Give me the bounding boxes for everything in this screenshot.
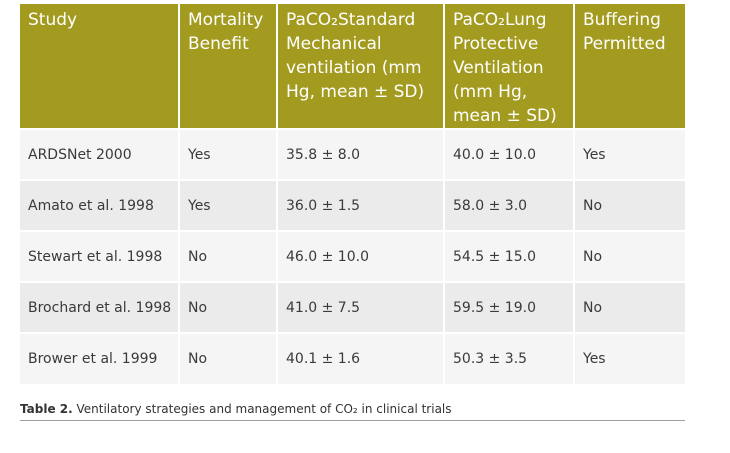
cell-paco2-lung-protective: 58.0 ± 3.0 <box>443 179 574 231</box>
cell-paco2-lung-protective: 59.5 ± 19.0 <box>443 281 574 333</box>
cell-paco2-standard: 40.1 ± 1.6 <box>276 332 444 384</box>
header-mortality-benefit: Mortality Benefit <box>178 4 277 129</box>
cell-buffering-permitted: No <box>573 179 685 231</box>
header-line: Permitted <box>583 34 666 54</box>
header-line: Study <box>28 10 78 30</box>
header-line: ventilation (mm <box>286 58 422 78</box>
header-line: Hg, mean ± SD) <box>286 82 425 102</box>
cell-paco2-lung-protective: 50.3 ± 3.5 <box>443 332 574 384</box>
header-line: (mm Hg, <box>453 82 528 102</box>
table-row: Brochard et al. 1998 No 41.0 ± 7.5 59.5 … <box>20 281 685 333</box>
cell-paco2-standard: 35.8 ± 8.0 <box>276 128 444 180</box>
cell-study: Stewart et al. 1998 <box>20 230 179 282</box>
cell-mortality-benefit: No <box>178 281 277 333</box>
header-line: Buffering <box>583 10 661 30</box>
header-study: Study <box>20 4 179 129</box>
cell-buffering-permitted: Yes <box>573 332 685 384</box>
header-line: PaCO₂Standard <box>286 10 416 30</box>
header-line: Benefit <box>188 34 249 54</box>
table-row: Brower et al. 1999 No 40.1 ± 1.6 50.3 ± … <box>20 332 685 384</box>
cell-study: ARDSNet 2000 <box>20 128 179 180</box>
header-line: mean ± SD) <box>453 106 557 126</box>
table-row: Amato et al. 1998 Yes 36.0 ± 1.5 58.0 ± … <box>20 179 685 231</box>
cell-paco2-lung-protective: 40.0 ± 10.0 <box>443 128 574 180</box>
header-paco2-lung-protective: PaCO₂Lung Protective Ventilation (mm Hg,… <box>443 4 574 129</box>
cell-mortality-benefit: No <box>178 332 277 384</box>
cell-mortality-benefit: Yes <box>178 179 277 231</box>
table-row: Stewart et al. 1998 No 46.0 ± 10.0 54.5 … <box>20 230 685 282</box>
table-caption: Table 2. Ventilatory strategies and mana… <box>20 402 685 421</box>
cell-study: Brochard et al. 1998 <box>20 281 179 333</box>
cell-buffering-permitted: Yes <box>573 128 685 180</box>
table-row: ARDSNet 2000 Yes 35.8 ± 8.0 40.0 ± 10.0 … <box>20 128 685 180</box>
header-line: Ventilation <box>453 58 544 78</box>
caption-text: Ventilatory strategies and management of… <box>76 402 452 416</box>
cell-mortality-benefit: Yes <box>178 128 277 180</box>
cell-paco2-standard: 36.0 ± 1.5 <box>276 179 444 231</box>
caption-label: Table 2. <box>20 402 73 416</box>
header-line: Mortality <box>188 10 264 30</box>
cell-mortality-benefit: No <box>178 230 277 282</box>
header-paco2-standard: PaCO₂Standard Mechanical ventilation (mm… <box>276 4 444 129</box>
header-line: PaCO₂Lung <box>453 10 547 30</box>
cell-paco2-standard: 41.0 ± 7.5 <box>276 281 444 333</box>
cell-paco2-lung-protective: 54.5 ± 15.0 <box>443 230 574 282</box>
cell-study: Brower et al. 1999 <box>20 332 179 384</box>
ventilation-table: Study Mortality Benefit PaCO₂Standard Me… <box>20 4 685 384</box>
cell-study: Amato et al. 1998 <box>20 179 179 231</box>
header-line: Protective <box>453 34 539 54</box>
cell-buffering-permitted: No <box>573 230 685 282</box>
header-line: Mechanical <box>286 34 382 54</box>
header-buffering-permitted: Buffering Permitted <box>573 4 685 129</box>
table-header-row: Study Mortality Benefit PaCO₂Standard Me… <box>20 4 685 129</box>
cell-paco2-standard: 46.0 ± 10.0 <box>276 230 444 282</box>
cell-buffering-permitted: No <box>573 281 685 333</box>
